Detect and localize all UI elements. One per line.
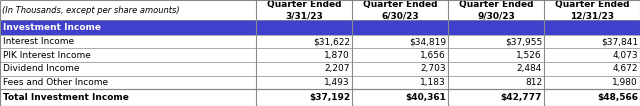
Text: Quarter Ended
12/31/23: Quarter Ended 12/31/23 [555, 0, 629, 21]
Text: 4,073: 4,073 [612, 51, 638, 60]
Text: Investment Income: Investment Income [3, 23, 101, 32]
Text: Dividend Income: Dividend Income [3, 64, 79, 73]
Text: 2,207: 2,207 [324, 64, 350, 73]
Text: (In Thousands, except per share amounts): (In Thousands, except per share amounts) [2, 6, 180, 15]
Text: $48,566: $48,566 [597, 93, 638, 102]
Text: Interest Income: Interest Income [3, 37, 74, 46]
Bar [0, 62, 640, 76]
Text: $37,841: $37,841 [601, 37, 638, 46]
Text: 1,183: 1,183 [420, 78, 446, 87]
Text: 812: 812 [525, 78, 542, 87]
Text: Quarter Ended
9/30/23: Quarter Ended 9/30/23 [459, 0, 533, 21]
Bar [0, 48, 640, 62]
Bar [0, 20, 640, 35]
Text: $37,192: $37,192 [309, 93, 350, 102]
Text: Fees and Other Income: Fees and Other Income [3, 78, 108, 87]
Text: $34,819: $34,819 [409, 37, 446, 46]
Text: 1,656: 1,656 [420, 51, 446, 60]
Text: 2,703: 2,703 [420, 64, 446, 73]
Text: $31,622: $31,622 [313, 37, 350, 46]
Text: 1,980: 1,980 [612, 78, 638, 87]
Bar [0, 89, 640, 106]
Bar [0, 35, 640, 48]
Text: $40,361: $40,361 [405, 93, 446, 102]
Text: 1,493: 1,493 [324, 78, 350, 87]
Text: Quarter Ended
6/30/23: Quarter Ended 6/30/23 [363, 0, 437, 21]
Text: $42,777: $42,777 [500, 93, 542, 102]
Bar [0, 76, 640, 89]
Text: PIK Interest Income: PIK Interest Income [3, 51, 91, 60]
Text: $37,955: $37,955 [505, 37, 542, 46]
Text: 1,870: 1,870 [324, 51, 350, 60]
Text: 1,526: 1,526 [516, 51, 542, 60]
Text: 2,484: 2,484 [516, 64, 542, 73]
Text: 4,672: 4,672 [612, 64, 638, 73]
Text: Total Investment Income: Total Investment Income [3, 93, 129, 102]
Text: Quarter Ended
3/31/23: Quarter Ended 3/31/23 [267, 0, 341, 21]
